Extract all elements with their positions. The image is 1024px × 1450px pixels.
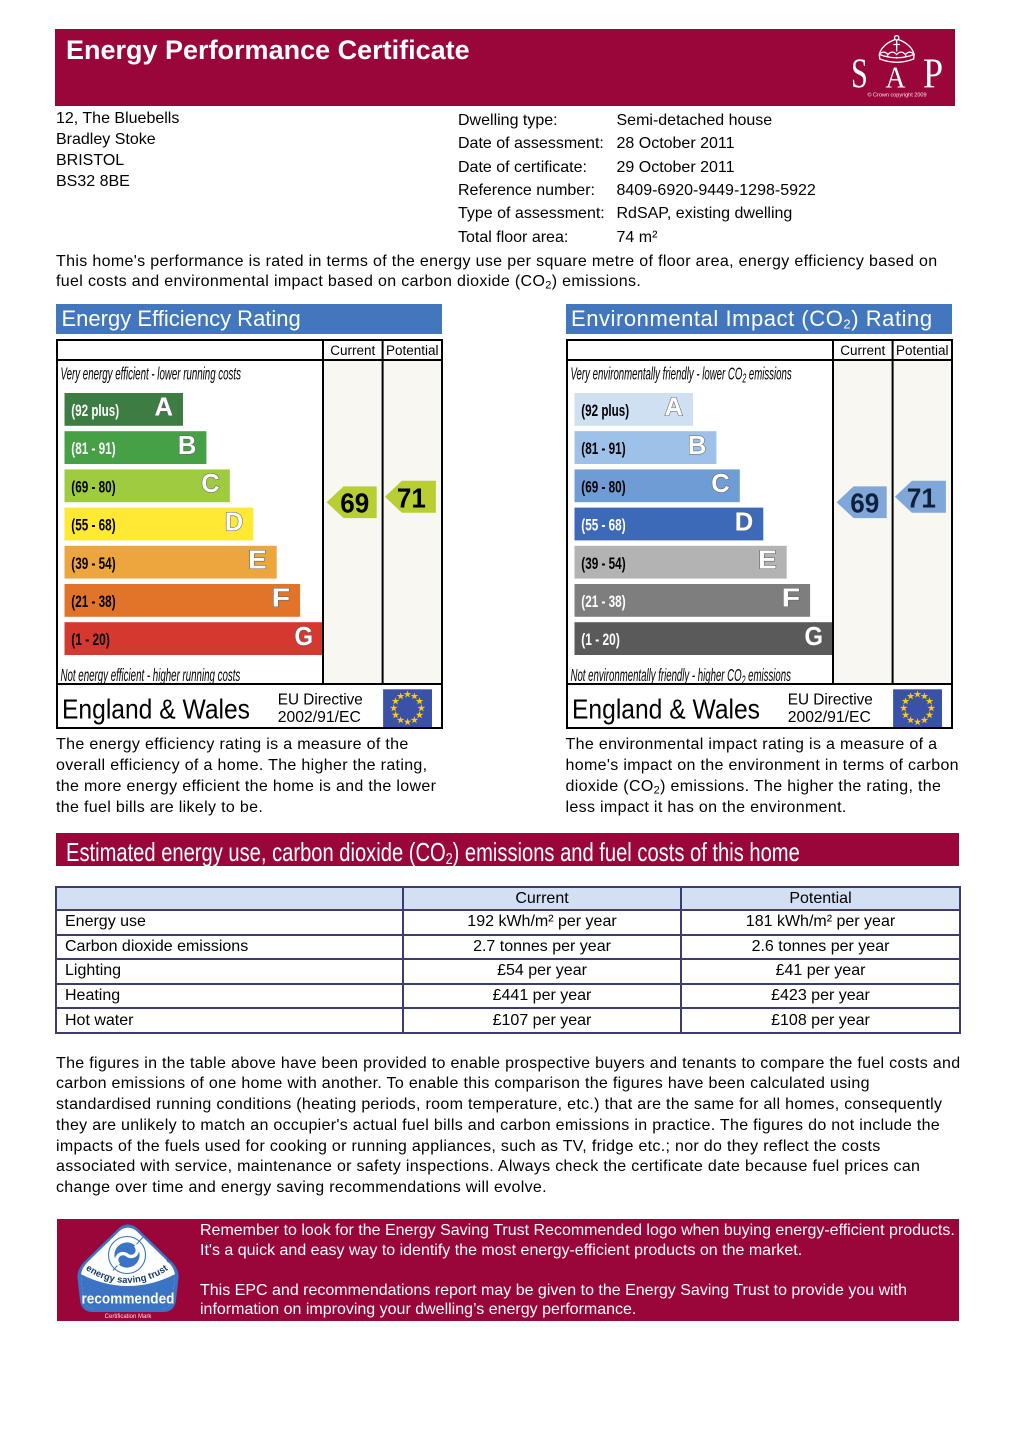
svg-text:D: D [734, 506, 753, 536]
svg-text:(92 plus): (92 plus) [71, 401, 119, 420]
svg-text:Potential: Potential [386, 343, 439, 358]
svg-text:71: 71 [397, 482, 426, 513]
svg-text:C: C [201, 468, 220, 498]
svg-text:(81 - 91): (81 - 91) [71, 439, 115, 458]
svg-text:(39 - 54): (39 - 54) [71, 554, 115, 573]
svg-text:69: 69 [340, 488, 369, 519]
svg-text:Current: Current [330, 343, 375, 358]
svg-text:(1 - 20): (1 - 20) [581, 630, 620, 649]
svg-text:B: B [687, 430, 706, 460]
svg-text:F: F [781, 583, 800, 613]
svg-text:Current: Current [840, 343, 885, 358]
svg-text:EU Directive: EU Directive [278, 692, 363, 709]
svg-text:© Crown copyright 2009: © Crown copyright 2009 [867, 92, 926, 99]
svg-text:(69 - 80): (69 - 80) [71, 477, 115, 496]
svg-text:England & Wales: England & Wales [572, 694, 760, 725]
svg-text:P: P [923, 51, 943, 97]
svg-text:England & Wales: England & Wales [62, 694, 250, 725]
svg-text:2002/91/EC: 2002/91/EC [787, 709, 870, 726]
svg-text:G: G [804, 621, 823, 651]
svg-text:(39 - 54): (39 - 54) [581, 554, 625, 573]
svg-text:(55 - 68): (55 - 68) [581, 516, 625, 535]
svg-text:S: S [851, 50, 868, 97]
svg-text:A: A [886, 61, 906, 95]
svg-text:Not environmentally friendly -: Not environmentally friendly - higher CO… [570, 666, 790, 688]
svg-text:(69 - 80): (69 - 80) [581, 477, 625, 496]
svg-text:(92 plus): (92 plus) [581, 401, 629, 420]
svg-text:EU Directive: EU Directive [787, 692, 872, 709]
svg-text:2002/91/EC: 2002/91/EC [278, 709, 361, 726]
svg-text:D: D [225, 506, 244, 536]
svg-text:E: E [758, 545, 777, 575]
svg-text:(1 - 20): (1 - 20) [71, 630, 110, 649]
svg-text:(21 - 38): (21 - 38) [71, 592, 115, 611]
svg-text:Very energy efficient - lower: Very energy efficient - lower running co… [61, 364, 241, 384]
svg-text:F: F [272, 583, 291, 613]
svg-text:71: 71 [906, 482, 935, 513]
svg-text:69: 69 [850, 488, 879, 519]
svg-text:Very environmentally friendly: Very environmentally friendly - lower CO… [570, 364, 791, 386]
svg-text:C: C [711, 468, 730, 498]
svg-text:recommended: recommended [82, 1291, 175, 1307]
svg-text:E: E [248, 545, 267, 575]
svg-text:G: G [295, 621, 314, 651]
svg-text:(21 - 38): (21 - 38) [581, 592, 625, 611]
svg-text:B: B [178, 430, 197, 460]
svg-text:Potential: Potential [896, 343, 949, 358]
svg-text:Not energy efficient - higher: Not energy efficient - higher running co… [61, 666, 241, 686]
svg-text:(55 - 68): (55 - 68) [71, 516, 115, 535]
svg-text:(81 - 91): (81 - 91) [581, 439, 625, 458]
svg-text:A: A [664, 392, 683, 422]
svg-text:A: A [155, 392, 174, 422]
